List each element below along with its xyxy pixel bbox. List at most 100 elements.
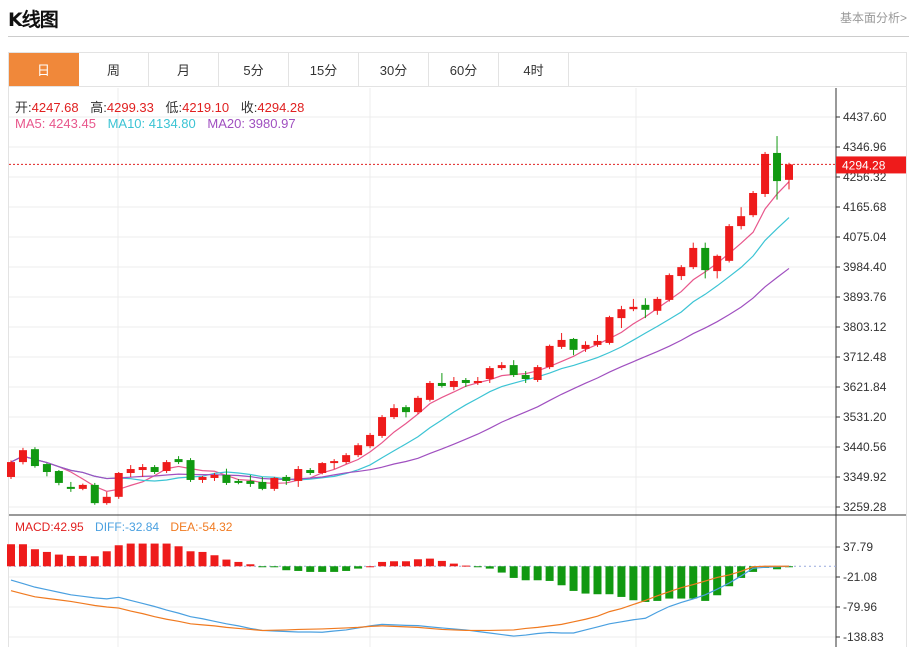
diff-value: DIFF:-32.84 bbox=[95, 520, 160, 534]
macd-bar bbox=[641, 566, 650, 602]
fundamental-analysis-link[interactable]: 基本面分析> bbox=[839, 11, 907, 25]
candle-body bbox=[677, 267, 686, 277]
candle-body bbox=[174, 459, 183, 463]
candle-body bbox=[330, 461, 339, 464]
tab-60min[interactable]: 60分 bbox=[429, 53, 499, 86]
candle-body bbox=[401, 407, 410, 413]
macd-bar bbox=[533, 566, 542, 581]
ma-legend: MA5: 4243.45 MA10: 4134.80 MA20: 3980.97 bbox=[15, 116, 304, 131]
macd-bar bbox=[725, 566, 734, 587]
macd-bar bbox=[66, 555, 75, 567]
candle-body bbox=[186, 460, 195, 480]
candle-body bbox=[270, 477, 279, 489]
candle-body bbox=[354, 445, 363, 456]
ma10-value: MA10: 4134.80 bbox=[107, 116, 196, 131]
macd-bar bbox=[521, 566, 530, 581]
macd-bar bbox=[78, 555, 87, 567]
macd-legend: MACD:42.95 DIFF:-32.84 DEA:-54.32 bbox=[15, 520, 240, 534]
macd-bar bbox=[210, 555, 219, 567]
macd-bar bbox=[569, 566, 578, 591]
close-value: 4294.28 bbox=[257, 100, 305, 115]
macd-bar bbox=[605, 566, 614, 595]
candle-body bbox=[198, 476, 207, 480]
candle-body bbox=[42, 464, 51, 473]
candle-body bbox=[246, 480, 255, 484]
candle-body bbox=[366, 434, 375, 447]
low-value: 4219.10 bbox=[182, 100, 230, 115]
candle-body bbox=[761, 153, 770, 194]
macd-bar bbox=[294, 566, 303, 571]
candle-body bbox=[689, 247, 698, 268]
macd-bar bbox=[413, 559, 422, 567]
dea-line bbox=[10, 565, 789, 632]
macd-bar bbox=[114, 545, 123, 567]
dea-value: DEA:-54.32 bbox=[170, 520, 233, 534]
candle-body bbox=[162, 462, 171, 472]
candle-body bbox=[461, 379, 470, 383]
candle-body bbox=[282, 476, 291, 481]
macd-bar bbox=[701, 566, 710, 601]
candle-body bbox=[30, 449, 39, 467]
macd-bar bbox=[366, 566, 375, 568]
macd-bar bbox=[497, 566, 506, 573]
macd-bar bbox=[318, 566, 327, 572]
macd-bar bbox=[545, 566, 554, 581]
macd-bar bbox=[653, 566, 662, 601]
macd-bar bbox=[18, 544, 27, 567]
macd-bar bbox=[186, 551, 195, 567]
price-tick-label: 3893.76 bbox=[843, 290, 887, 304]
price-tick-label: 3440.56 bbox=[843, 440, 887, 454]
price-tick-label: 4165.68 bbox=[843, 200, 887, 214]
candle-body bbox=[7, 462, 15, 477]
candle-body bbox=[533, 367, 542, 380]
chart-area[interactable] bbox=[8, 87, 907, 647]
macd-bar bbox=[126, 543, 135, 567]
candle-body bbox=[665, 275, 674, 300]
macd-tick-label: -138.83 bbox=[843, 630, 884, 644]
price-tick-label: 4437.60 bbox=[843, 110, 887, 124]
macd-bar bbox=[198, 551, 207, 567]
high-label: 高: bbox=[90, 100, 107, 115]
candle-body bbox=[54, 471, 63, 483]
tab-5min[interactable]: 5分 bbox=[219, 53, 289, 86]
open-value: 4247.68 bbox=[31, 100, 79, 115]
tab-day[interactable]: 日 bbox=[9, 53, 79, 86]
ma5-line bbox=[10, 181, 790, 492]
candle-body bbox=[497, 365, 506, 369]
tab-4hour[interactable]: 4时 bbox=[499, 53, 569, 86]
macd-bar bbox=[677, 566, 686, 599]
tab-week[interactable]: 周 bbox=[79, 53, 149, 86]
tab-30min[interactable]: 30分 bbox=[359, 53, 429, 86]
candle-body bbox=[150, 467, 159, 473]
candle-body bbox=[413, 397, 422, 413]
candle-body bbox=[306, 470, 315, 474]
macd-bar bbox=[7, 544, 15, 567]
macd-bar bbox=[713, 566, 722, 596]
candle-body bbox=[557, 339, 566, 347]
candle-body bbox=[593, 340, 602, 345]
candle-body bbox=[425, 382, 434, 400]
macd-bar bbox=[174, 546, 183, 567]
candle-body bbox=[90, 484, 99, 504]
tab-month[interactable]: 月 bbox=[149, 53, 219, 86]
candle-body bbox=[390, 408, 399, 418]
macd-bar bbox=[665, 566, 674, 599]
macd-bar bbox=[557, 566, 566, 586]
candle-body bbox=[114, 473, 123, 497]
macd-bar bbox=[222, 559, 231, 567]
tab-15min[interactable]: 15分 bbox=[289, 53, 359, 86]
macd-bar bbox=[342, 566, 351, 571]
price-tick-label: 4256.32 bbox=[843, 170, 887, 184]
candle-body bbox=[234, 480, 243, 483]
page-title: K线图 bbox=[8, 9, 59, 31]
macd-bar bbox=[749, 566, 758, 572]
candle-body bbox=[378, 417, 387, 436]
macd-bar bbox=[593, 566, 602, 595]
candle-body bbox=[485, 368, 494, 380]
candle-body bbox=[749, 192, 758, 216]
ma10-line bbox=[10, 217, 790, 482]
price-tick-label: 4346.96 bbox=[843, 140, 887, 154]
macd-bar bbox=[150, 543, 159, 567]
candle-body bbox=[737, 216, 746, 227]
